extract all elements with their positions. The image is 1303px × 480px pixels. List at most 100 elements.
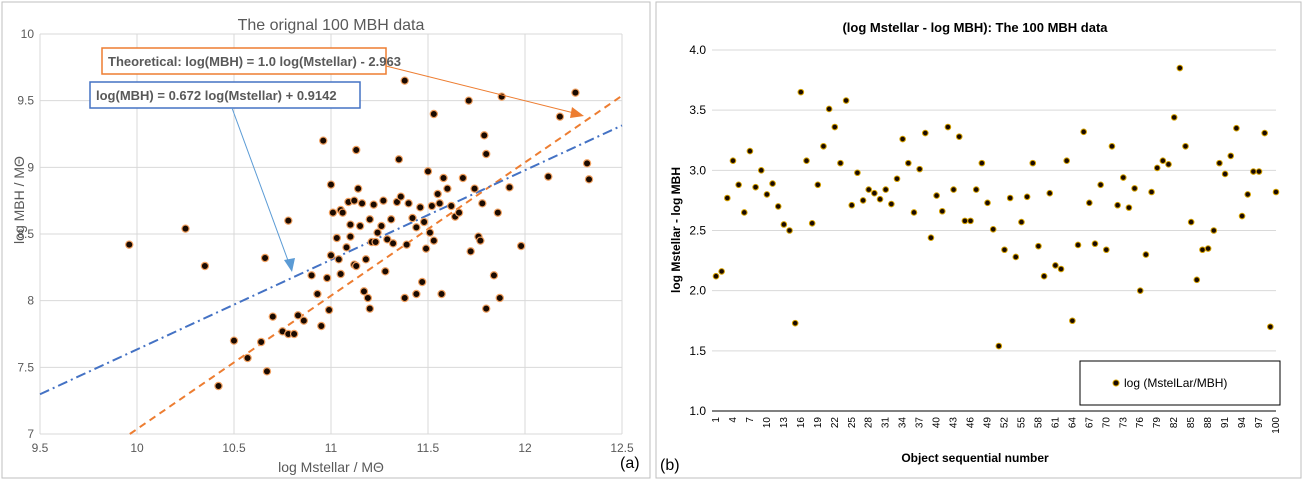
panel-a-ytick-label: 8.5 (17, 227, 34, 241)
panel-a-title: The orignal 100 MBH data (238, 17, 425, 34)
panel-a-point (377, 221, 386, 231)
panel-b-ticks: 1.0 1.5 2.0 2.5 3.0 3.5 4.0 1 4 7 10 13 16 19 22 25 28 31… (689, 43, 1282, 434)
panel-b-point (842, 97, 850, 104)
panel-a-point (342, 243, 351, 252)
panel-a-point (125, 240, 134, 249)
panel-a-point (289, 329, 299, 339)
panel-b-xtick-label: 52 (999, 417, 1010, 429)
panel-b-point (825, 105, 833, 113)
panel-a-point (332, 233, 342, 243)
panel-b-point (1097, 181, 1104, 189)
panel-a-point (355, 221, 365, 231)
panel-a-point (443, 184, 452, 193)
panel-b-point (1023, 193, 1031, 201)
panel-a-point (353, 184, 363, 193)
panel-b-point (1250, 168, 1257, 175)
panel-b-point (1012, 253, 1020, 261)
panel-a-ytick-label: 7 (27, 427, 34, 441)
panel-b-points (712, 64, 1280, 350)
panel-a-point (412, 223, 421, 232)
panel-a-point (200, 261, 210, 271)
panel-b-point (893, 175, 901, 183)
panel-b-point (1074, 241, 1082, 249)
panel-b-point (740, 209, 748, 216)
panel-b-point (803, 157, 810, 165)
panel-a-point (433, 189, 442, 199)
panel-a-point (493, 208, 503, 217)
panel-a-point (544, 172, 553, 181)
panel-b-xtick-label: 31 (881, 417, 892, 429)
panel-b-point (950, 186, 957, 193)
panel-b-xtick-label: 88 (1203, 417, 1214, 429)
panel-b-point (1001, 246, 1008, 254)
panel-b-frame (655, 1, 1302, 479)
panel-a-point (427, 201, 437, 211)
panel-b-xtick-label: 25 (847, 417, 858, 429)
panel-b-xtick-label: 55 (1016, 417, 1027, 429)
panel-a-point (429, 236, 439, 245)
panel-a-point (268, 312, 277, 321)
panel-b-point (910, 209, 918, 216)
panel-b-point (1210, 227, 1218, 234)
panel-b-point (978, 159, 986, 167)
panel-a-xtick-label: 12 (518, 441, 532, 455)
panel-a-point (365, 215, 374, 224)
panel-a-point (214, 381, 223, 391)
panel-b-point (1170, 114, 1178, 121)
panel-a-point (379, 196, 388, 205)
panel-b-point (848, 201, 856, 209)
panel-b-point (989, 225, 997, 233)
fit-arrow (231, 107, 291, 267)
panel-a-point (447, 201, 456, 211)
panel-b-point (1063, 157, 1071, 165)
panel-a-point (388, 239, 398, 248)
panel-a-point (357, 199, 367, 208)
panel-a-point (489, 271, 499, 280)
panel-b-point (820, 142, 827, 150)
panel-b-point (1046, 189, 1054, 197)
panel-b-point (1040, 272, 1048, 280)
panel-a-ytick-label: 10 (21, 27, 35, 41)
panel-b-point (1125, 204, 1133, 211)
panel-b-point (865, 186, 873, 193)
panel-b-point (854, 169, 861, 177)
panel-b-grid (712, 49, 1276, 412)
panel-a-point (317, 321, 326, 331)
panel-a-point (381, 267, 390, 276)
panel-b-point (984, 199, 991, 207)
panel-a-point (299, 316, 309, 325)
panel-a-ytick-label: 9 (27, 160, 34, 174)
panel-b-point (1176, 64, 1184, 72)
panel-a-xtick-label: 10.5 (222, 441, 246, 455)
panel-b-xtick-label: 1 (711, 417, 722, 423)
panel-b-xtick-label: 100 (1271, 417, 1282, 434)
panel-b-xtick-label: 61 (1050, 417, 1061, 429)
panel-a-point (284, 216, 293, 225)
panel-a-point (516, 241, 526, 251)
panel-b-point (1148, 188, 1155, 196)
fit-line-label-box (89, 81, 361, 109)
panel-b-point (871, 189, 878, 197)
panel-b-point (995, 342, 1003, 350)
panel-b-point (1057, 265, 1065, 273)
panel-b-point (1199, 246, 1206, 254)
panel-a-ytick-label: 9.5 (17, 94, 34, 108)
panel-b-point (763, 191, 771, 198)
panel-a-point (417, 277, 427, 287)
panel-b-ytick-label: 1.5 (689, 344, 706, 358)
panel-b-xtick-label: 43 (949, 417, 960, 429)
panel-b-point (1261, 129, 1268, 137)
panel-b-point (1086, 199, 1093, 207)
panel-b-xtick-label: 34 (898, 417, 909, 429)
panel-b-point (1018, 218, 1025, 226)
panel-b-point (916, 165, 923, 173)
panel-b-xtick-label: 91 (1220, 417, 1231, 429)
panel-a-point (571, 88, 580, 97)
panel-b-point (712, 272, 720, 280)
theoretical-arrowhead (570, 107, 584, 118)
panel-b-xtick-label: 19 (813, 417, 824, 429)
panel-a-point (495, 293, 504, 303)
panel-a-point (429, 109, 439, 119)
panel-b-xtick-label: 10 (762, 417, 773, 429)
panel-a-point (505, 183, 514, 192)
